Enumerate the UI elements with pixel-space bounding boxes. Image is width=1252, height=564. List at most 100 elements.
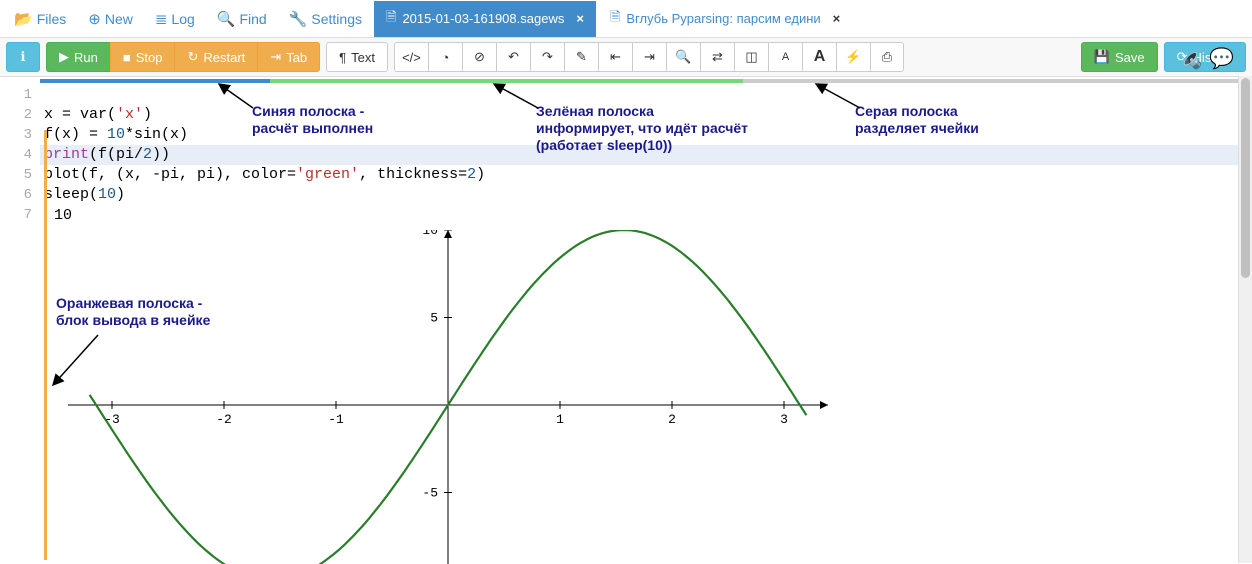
svg-text:2: 2 xyxy=(668,412,676,427)
volume-icon[interactable]: 🔈 xyxy=(1178,46,1203,71)
list-icon: ≣ xyxy=(155,10,168,28)
font-large-button[interactable]: A xyxy=(802,42,836,72)
print-icon: ⎙ xyxy=(882,49,892,65)
tab-label: Tab xyxy=(286,50,307,65)
nav-files[interactable]: 📂Files xyxy=(4,4,76,34)
tab-close-icon[interactable]: × xyxy=(833,11,841,26)
output-orange-bar xyxy=(44,130,47,560)
nav-settings-label: Settings xyxy=(311,11,362,27)
code-line-5[interactable]: plot(f, (x, -pi, pi), color='green', thi… xyxy=(40,165,1252,185)
magnifier-icon: 🔍 xyxy=(675,49,691,65)
svg-text:-2: -2 xyxy=(216,412,232,427)
tab-icon: ⇥ xyxy=(270,49,281,65)
stop-button[interactable]: ■ Stop xyxy=(110,42,175,72)
ban-icon: ⊘ xyxy=(474,49,485,65)
indent-left-button[interactable]: ⇤ xyxy=(598,42,632,72)
tab-active[interactable]: 🗎 2015-01-03-161908.sagews × xyxy=(374,1,596,37)
line-number: 3 xyxy=(0,125,32,145)
run-button[interactable]: ▶Run xyxy=(46,42,110,72)
paragraph-icon: ¶ xyxy=(339,50,346,65)
cell-status-strip xyxy=(40,79,1252,83)
stop-label: Stop xyxy=(136,50,163,65)
file-icon: 🗎 xyxy=(386,8,396,30)
save-icon: 💾 xyxy=(1094,49,1110,65)
tab-inactive[interactable]: 🗎 Вглубь Pyparsing: парсим едини × xyxy=(598,1,852,37)
run-group: ▶Run ■ Stop ↻Restart ⇥ Tab xyxy=(46,42,320,72)
save-label: Save xyxy=(1115,50,1145,65)
plus-circle-icon: ⊕ xyxy=(88,10,101,28)
nav-new-label: New xyxy=(105,11,133,27)
font-small-button[interactable]: A xyxy=(768,42,802,72)
annotation-blue: Синяя полоска - расчёт выполнен xyxy=(252,103,373,137)
pencil-icon: ✎ xyxy=(576,49,587,65)
redo-icon: ↷ xyxy=(542,49,553,65)
scroll-thumb[interactable] xyxy=(1241,78,1250,278)
indent-right-icon: ⇥ xyxy=(644,49,655,65)
vertical-scrollbar[interactable] xyxy=(1238,76,1252,563)
tab-inactive-label: Вглубь Pyparsing: парсим едини xyxy=(626,11,820,26)
svg-text:5: 5 xyxy=(430,311,438,326)
split-button[interactable]: ◫ xyxy=(734,42,768,72)
save-button[interactable]: 💾 Save xyxy=(1081,42,1158,72)
annotation-orange: Оранжевая полоска - блок вывода в ячейке xyxy=(56,295,210,329)
file-icon: 🗎 xyxy=(610,8,620,30)
line-number: 2 xyxy=(0,105,32,125)
nav-find-label: Find xyxy=(239,11,266,27)
line-number: 7 xyxy=(0,205,32,225)
pie-button[interactable]: ◔ xyxy=(428,42,462,72)
restart-button[interactable]: ↻Restart xyxy=(174,42,257,72)
print-button[interactable]: ⎙ xyxy=(870,42,904,72)
tab-close-icon[interactable]: × xyxy=(576,11,584,26)
swap-button[interactable]: ⇄ xyxy=(700,42,734,72)
font-a-icon: A xyxy=(782,51,789,63)
swap-icon: ⇄ xyxy=(712,49,723,65)
indent-right-button[interactable]: ⇥ xyxy=(632,42,666,72)
line-number: 4 xyxy=(0,145,32,165)
undo-button[interactable]: ↶ xyxy=(496,42,530,72)
text-button[interactable]: ¶ Text xyxy=(326,42,388,72)
bolt-button[interactable]: ⚡ xyxy=(836,42,870,72)
info-button[interactable]: ℹ xyxy=(6,42,40,72)
code-icon: </> xyxy=(402,50,421,65)
svg-text:-5: -5 xyxy=(422,486,438,501)
nav-new[interactable]: ⊕New xyxy=(78,4,143,34)
tool-group: </> ◔ ⊘ ↶ ↷ ✎ ⇤ ⇥ 🔍 ⇄ ◫ A A ⚡ ⎙ xyxy=(394,42,904,72)
code-line-1[interactable] xyxy=(40,85,1252,105)
refresh-icon: ↻ xyxy=(187,49,198,65)
toolbar: ℹ ▶Run ■ Stop ↻Restart ⇥ Tab ¶ Text </> ◔ ⊘… xyxy=(0,38,1252,77)
sine-plot: -3-2-1123-5510 xyxy=(68,230,828,564)
svg-text:10: 10 xyxy=(422,230,438,238)
code-button[interactable]: </> xyxy=(394,42,428,72)
nav-log[interactable]: ≣Log xyxy=(145,4,205,34)
strip-blue xyxy=(40,79,270,83)
chat-icons: 🔈 💬 xyxy=(1178,46,1234,71)
code-line-6[interactable]: sleep(10) xyxy=(40,185,1252,205)
tab-active-label: 2015-01-03-161908.sagews xyxy=(402,11,564,26)
zoom-button[interactable]: 🔍 xyxy=(666,42,700,72)
ban-button[interactable]: ⊘ xyxy=(462,42,496,72)
tab-button[interactable]: ⇥ Tab xyxy=(257,42,320,72)
wrench-icon: 🔧 xyxy=(289,10,308,28)
line-number: 6 xyxy=(0,185,32,205)
edit-button[interactable]: ✎ xyxy=(564,42,598,72)
chat-icon[interactable]: 💬 xyxy=(1209,46,1234,71)
folder-open-icon: 📂 xyxy=(14,10,33,28)
stop-icon: ■ xyxy=(123,50,131,65)
search-icon: 🔍 xyxy=(217,10,236,28)
nav-log-label: Log xyxy=(171,11,194,27)
top-nav: 📂Files ⊕New ≣Log 🔍Find 🔧Settings 🗎 2015-… xyxy=(0,0,1252,38)
play-icon: ▶ xyxy=(59,49,69,65)
output-value: 10 xyxy=(54,207,1252,224)
line-number: 1 xyxy=(0,85,32,105)
indent-left-icon: ⇤ xyxy=(610,49,621,65)
svg-text:1: 1 xyxy=(556,412,564,427)
text-label: Text xyxy=(351,50,375,65)
plot-output: -3-2-1123-5510 xyxy=(68,230,1252,564)
redo-button[interactable]: ↷ xyxy=(530,42,564,72)
nav-find[interactable]: 🔍Find xyxy=(207,4,277,34)
line-gutter: 1 2 3 4 5 6 7 xyxy=(0,77,40,564)
line-number: 5 xyxy=(0,165,32,185)
font-a-icon: A xyxy=(814,48,826,66)
annotation-grey: Серая полоска разделяет ячейки xyxy=(855,103,979,137)
nav-settings[interactable]: 🔧Settings xyxy=(279,4,372,34)
